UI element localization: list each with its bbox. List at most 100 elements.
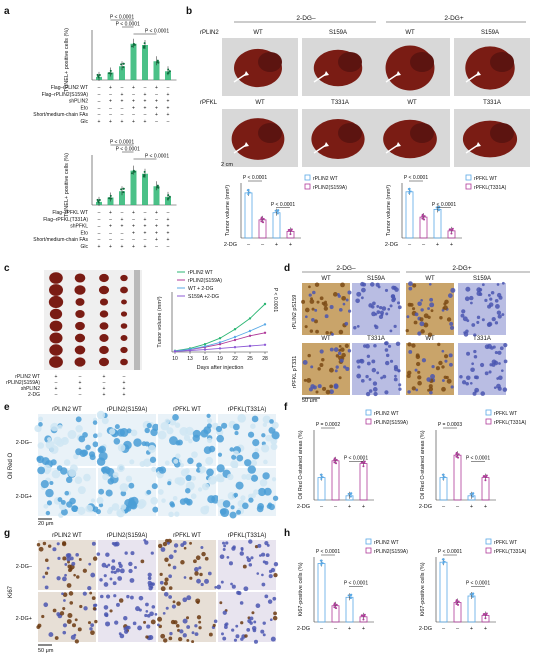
legend-label: WT + 2-DG [188, 286, 213, 292]
cell-nucleus [183, 546, 187, 550]
data-point [97, 76, 100, 79]
row-label: 2-DG+ [16, 494, 32, 500]
cell-nucleus [271, 477, 277, 482]
cell-nucleus [66, 556, 71, 562]
cell-nucleus [268, 574, 273, 579]
cell-nucleus [163, 638, 168, 643]
cell-nucleus [220, 508, 230, 518]
cell-nucleus [344, 343, 349, 348]
data-point [274, 209, 277, 212]
cell-nucleus [217, 475, 225, 483]
cell-nucleus [173, 543, 179, 548]
cell-nucleus [49, 481, 54, 486]
cell-nucleus [229, 511, 237, 519]
x-sign: + [484, 504, 487, 510]
scale-label: 50 μm [38, 648, 54, 654]
cell-nucleus [464, 296, 470, 302]
cell-nucleus [158, 466, 167, 474]
cell-nucleus [114, 620, 119, 625]
cell-nucleus [496, 283, 500, 286]
cell-nucleus [423, 322, 429, 328]
cell-nucleus [472, 391, 477, 396]
cell-nucleus [206, 413, 211, 418]
cell-nucleus [157, 623, 160, 627]
cell-nucleus [374, 312, 378, 316]
cell-nucleus [66, 619, 72, 624]
cell-nucleus [164, 557, 169, 562]
cell-nucleus [207, 475, 217, 485]
p-value-label: P < 0.0001 [432, 202, 456, 208]
cell-nucleus [493, 386, 497, 390]
x-tick-label: 10 [172, 356, 178, 362]
cell-nucleus [243, 586, 249, 592]
cell-nucleus [304, 325, 308, 329]
cell-nucleus [113, 570, 117, 575]
cell-nucleus [212, 623, 216, 627]
cell-nucleus [473, 333, 477, 337]
series-point [263, 302, 267, 306]
cell-nucleus [459, 374, 463, 379]
cell-nucleus [189, 541, 192, 545]
group-label-2dg-minus: 2-DG– [296, 15, 316, 22]
cell-nucleus [304, 315, 308, 319]
cell-nucleus [306, 378, 312, 383]
cell-nucleus [62, 437, 68, 442]
cell-nucleus [449, 325, 455, 330]
cell-nucleus [151, 605, 156, 609]
cell-nucleus [365, 391, 371, 397]
cell-nucleus [465, 286, 471, 292]
column-label: rPFKL(T331A) [228, 533, 267, 539]
cell-nucleus [237, 414, 246, 423]
cell-nucleus [226, 555, 230, 559]
cell-nucleus [323, 306, 328, 311]
column-label: WT [255, 100, 265, 106]
cell-nucleus [254, 448, 259, 453]
condition-sign: – [98, 112, 101, 118]
xenograft-tumor [49, 308, 63, 320]
cell-nucleus [441, 349, 445, 353]
cell-nucleus [465, 381, 469, 386]
cell-nucleus [38, 422, 43, 427]
xenograft-tumor [120, 358, 128, 366]
data-point [485, 474, 488, 477]
cell-nucleus [44, 571, 49, 575]
row-label-rpfkl: rPFKL [200, 100, 218, 106]
row-label: 2-DG+ [16, 616, 32, 622]
cell-nucleus [168, 586, 173, 590]
cell-nucleus [247, 465, 256, 474]
cell-nucleus [271, 431, 280, 440]
cell-nucleus [97, 446, 104, 454]
panel-f-chart-2: Oil Red O-stained areas (%) – – + +2-DG P = 0… [419, 409, 527, 510]
cell-nucleus [120, 490, 127, 497]
cell-nucleus [114, 424, 120, 430]
arrow-head [396, 142, 401, 147]
cell-nucleus [185, 498, 191, 504]
cell-nucleus [71, 561, 76, 566]
cell-nucleus [430, 374, 435, 379]
cell-nucleus [333, 347, 339, 352]
series-point [263, 323, 267, 326]
cell-nucleus [345, 298, 349, 302]
cell-nucleus [496, 310, 502, 315]
condition-sign: + [132, 105, 135, 111]
cell-nucleus [329, 384, 334, 389]
cell-nucleus [251, 451, 260, 460]
cell-nucleus [98, 488, 105, 495]
cell-nucleus [186, 595, 192, 601]
cell-nucleus [151, 483, 158, 490]
p-value-label: P < 0.0001 [110, 140, 134, 146]
data-point [471, 595, 474, 598]
cell-nucleus [66, 501, 73, 508]
cell-nucleus [398, 383, 402, 387]
cell-nucleus [227, 473, 234, 481]
cell-nucleus [449, 321, 454, 326]
histology-tile [458, 283, 506, 335]
data-point [109, 194, 112, 197]
cell-nucleus [256, 572, 260, 575]
cell-nucleus [157, 430, 167, 440]
condition-sign: – [55, 392, 58, 397]
cell-nucleus [215, 425, 223, 433]
cell-nucleus [466, 319, 470, 323]
cell-nucleus [271, 421, 279, 429]
panel-letter-g: g [4, 528, 11, 539]
